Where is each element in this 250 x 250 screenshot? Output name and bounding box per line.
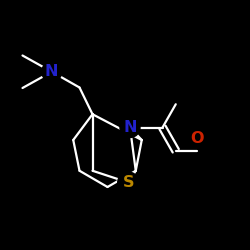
Text: O: O bbox=[190, 131, 203, 146]
Circle shape bbox=[42, 62, 62, 82]
Text: N: N bbox=[123, 120, 137, 135]
Circle shape bbox=[187, 129, 206, 148]
Text: S: S bbox=[122, 175, 134, 190]
Circle shape bbox=[118, 172, 139, 193]
Circle shape bbox=[120, 118, 140, 138]
Text: N: N bbox=[45, 64, 59, 79]
